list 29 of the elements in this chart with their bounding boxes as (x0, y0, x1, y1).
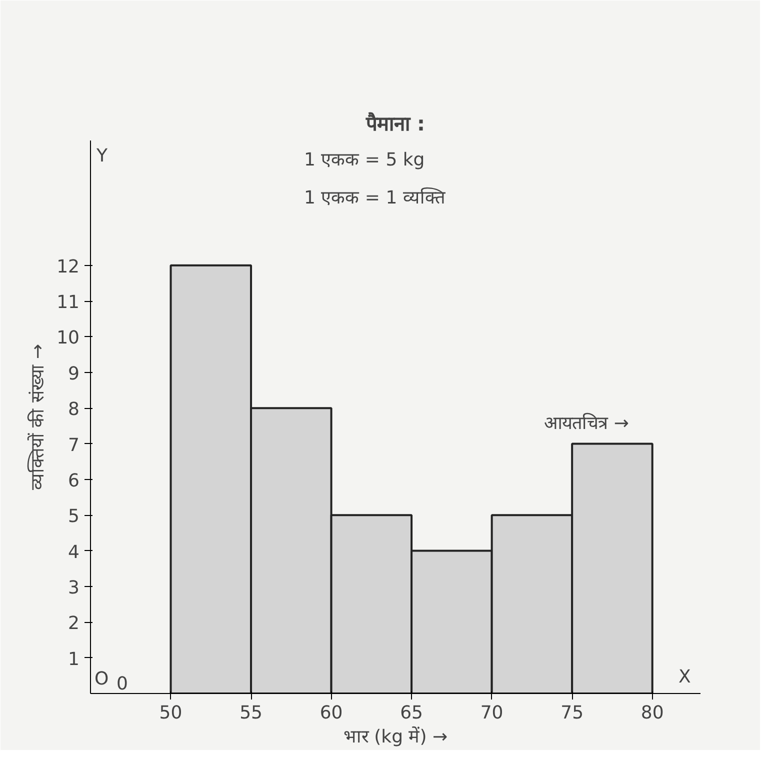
y-tick-label: 11 (56, 292, 80, 314)
annotation: 0 (116, 674, 128, 694)
y-tick-label: 7 (68, 434, 80, 456)
chart-title: पैमाना : (365, 112, 425, 136)
y-tick-label: 6 (68, 470, 80, 492)
y-axis-title: व्यक्तियों की संख्या → (26, 344, 49, 490)
x-tick-label: 80 (640, 702, 664, 724)
y-tick-label: 8 (68, 399, 80, 420)
x-tick-label: 65 (400, 702, 424, 724)
annotation: Y (96, 146, 108, 166)
annotation: 1 एकक = 1 व्यक्ति (304, 186, 446, 208)
x-axis-title: भार (kg में) → (343, 726, 448, 748)
annotation: आयतचित्र → (544, 412, 629, 434)
annotation: O (94, 668, 109, 690)
x-tick-label: 70 (480, 702, 504, 724)
y-tick-label: 1 (68, 648, 80, 670)
x-tick-label: 55 (240, 702, 262, 724)
annotation: X (678, 666, 691, 688)
x-tick-label: 60 (320, 702, 343, 724)
y-tick-label: 2 (68, 613, 80, 634)
y-tick-label: 10 (56, 328, 80, 349)
y-tick-label: 3 (68, 577, 80, 598)
y-tick-label: 12 (56, 256, 80, 278)
annotation: 1 एकक = 5 kg (304, 150, 425, 170)
y-tick-label: 4 (68, 542, 80, 563)
y-tick-label: 9 (68, 363, 80, 384)
x-tick-label: 75 (560, 702, 584, 724)
x-tick-label: 50 (159, 702, 182, 724)
y-tick-label: 5 (68, 506, 80, 528)
